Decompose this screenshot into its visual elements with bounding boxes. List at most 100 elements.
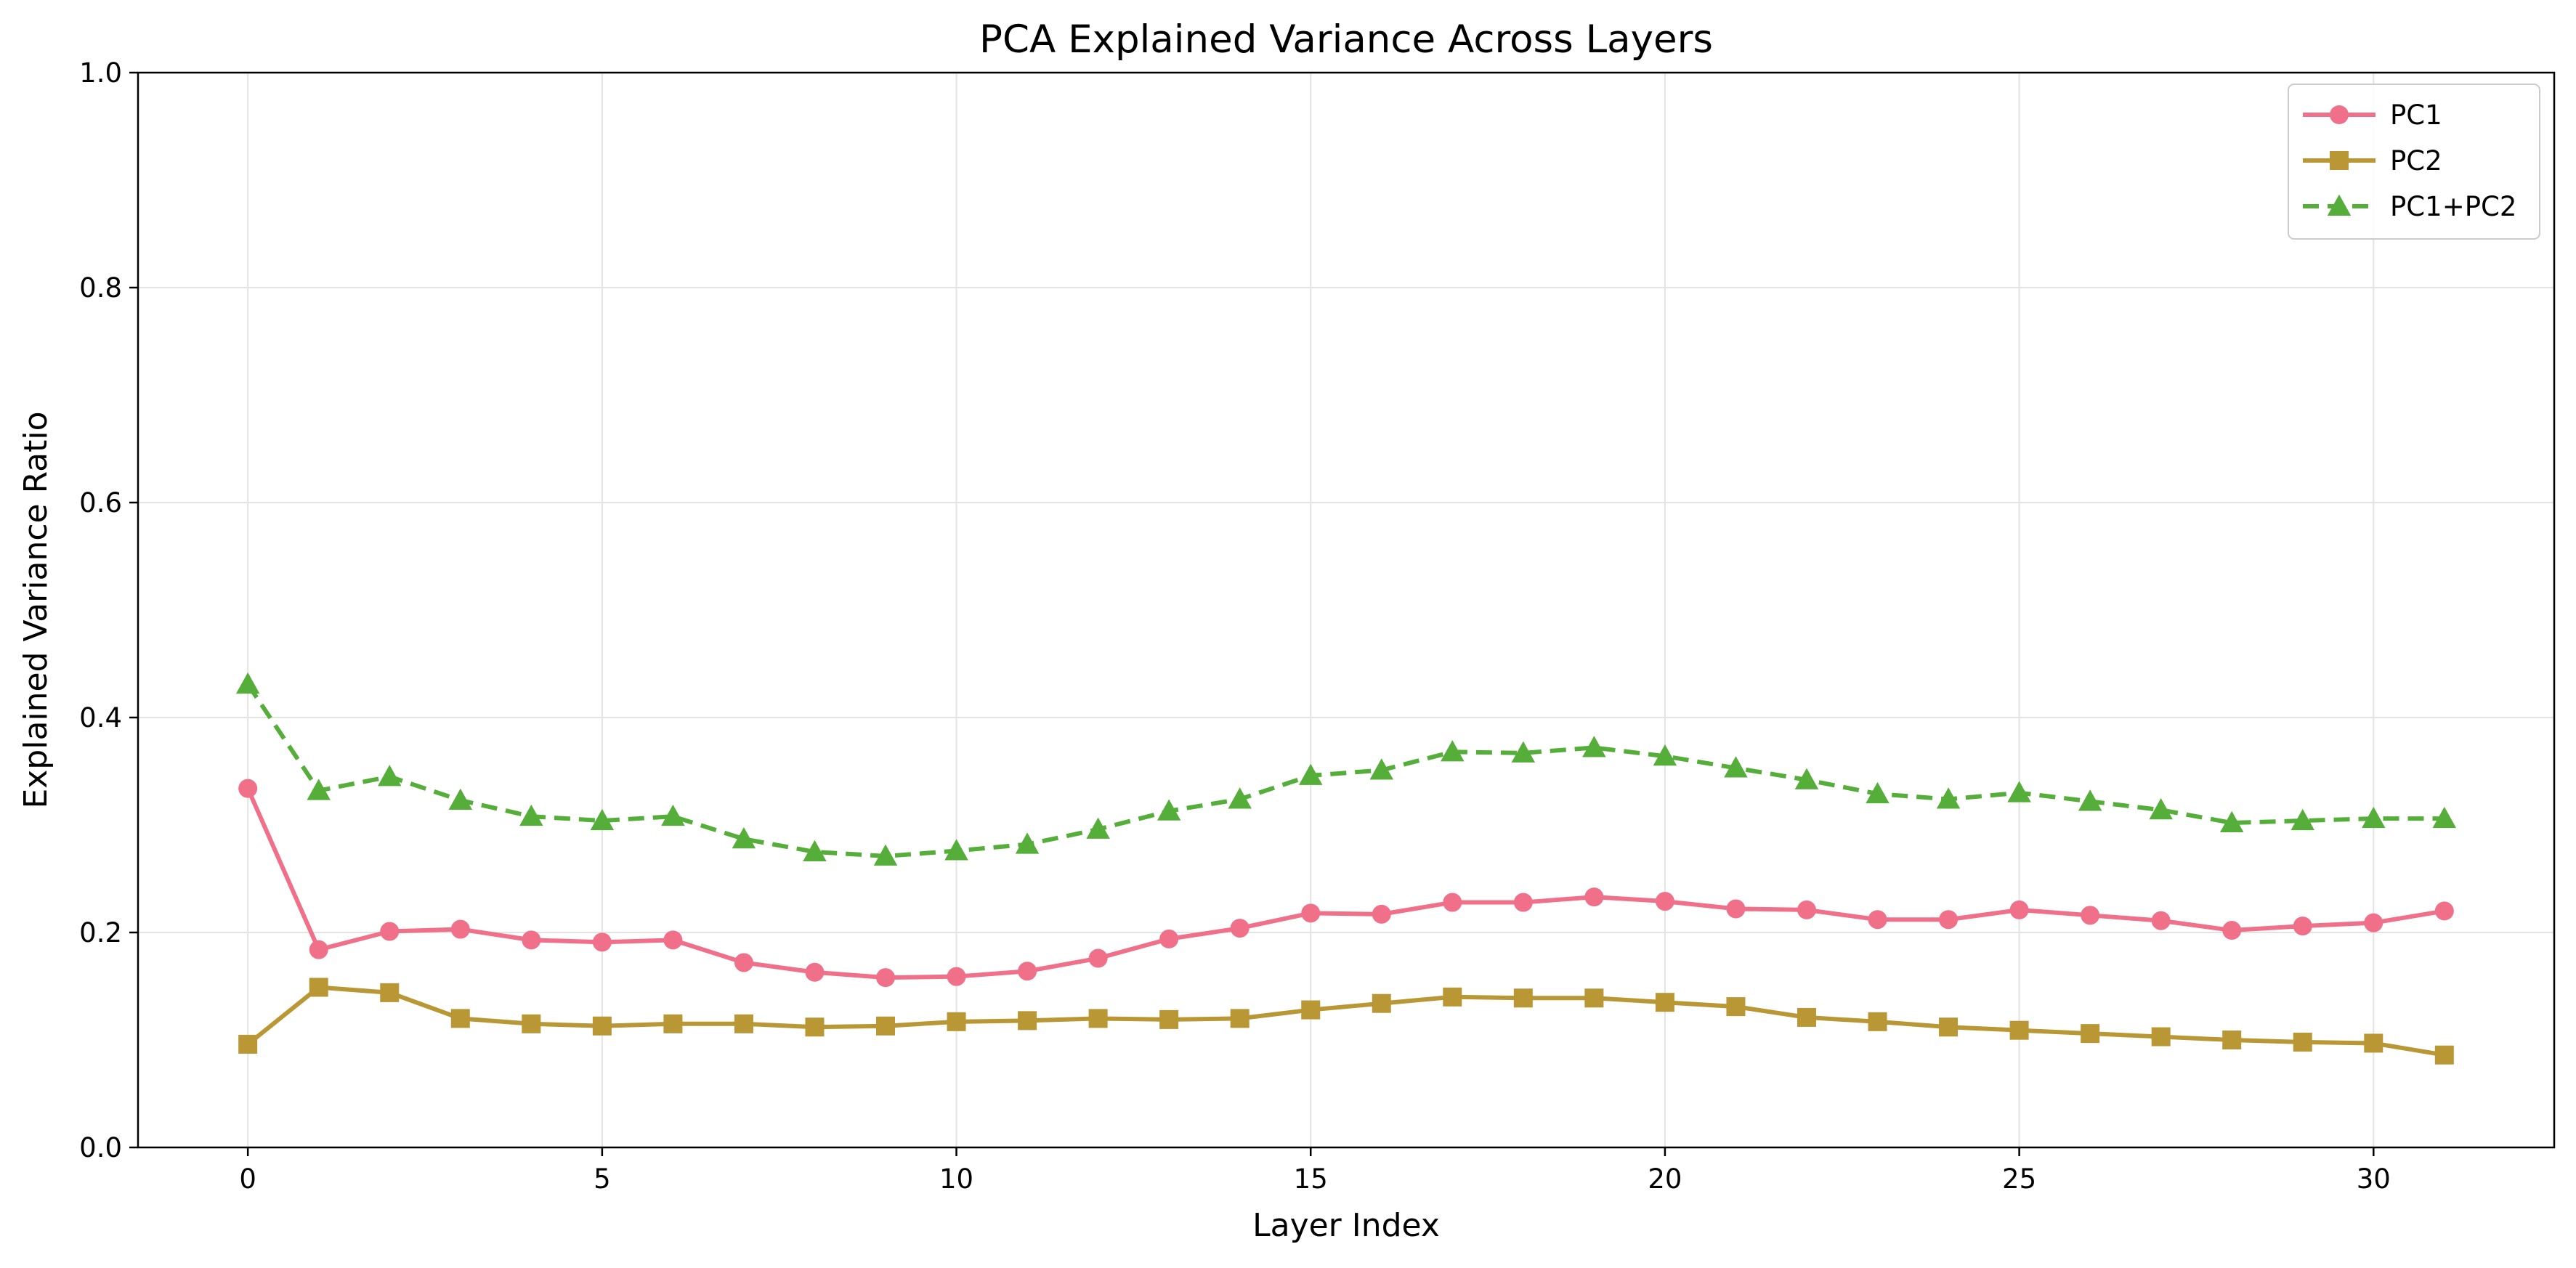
data-point-pc1 [592, 932, 612, 952]
data-point-pc1 [522, 930, 541, 950]
data-point-pc1-pc2 [1794, 768, 1819, 789]
y-axis-label: Explained Variance Ratio [17, 411, 54, 808]
data-point-pc1 [2222, 921, 2242, 940]
data-point-pc2 [876, 1016, 896, 1036]
y-tick-label: 0.4 [79, 702, 122, 733]
data-point-pc1 [1868, 910, 1887, 930]
data-point-pc1 [1018, 962, 1037, 981]
legend-box [2288, 84, 2540, 240]
data-point-pc1-pc2 [1298, 763, 1323, 785]
data-point-pc1 [1230, 919, 1249, 938]
data-point-pc2 [2009, 1020, 2029, 1040]
data-point-pc1 [663, 930, 683, 950]
data-point-pc2 [1301, 1000, 1321, 1020]
data-point-pc1 [805, 962, 825, 982]
x-tick-label: 20 [1648, 1163, 1682, 1195]
data-point-pc2 [238, 1034, 258, 1054]
data-point-pc2 [1584, 988, 1604, 1008]
chart-title: PCA Explained Variance Across Layers [979, 17, 1713, 62]
data-point-pc1 [380, 922, 400, 941]
data-point-pc1-pc2 [1086, 817, 1110, 839]
x-tick-label: 0 [239, 1163, 256, 1195]
data-point-pc2 [1230, 1009, 1249, 1028]
plot-frame [137, 71, 2556, 1149]
data-point-pc1-pc2 [873, 844, 898, 866]
data-point-pc1 [1159, 929, 1179, 948]
legend-marker [2330, 151, 2349, 170]
data-point-pc1 [309, 940, 328, 959]
x-tick-label: 30 [2357, 1163, 2391, 1195]
data-point-pc1 [1584, 887, 1604, 907]
data-point-pc1-pc2 [2432, 806, 2457, 829]
data-point-pc2 [734, 1014, 753, 1033]
data-point-pc1 [2009, 900, 2029, 919]
data-point-pc2 [663, 1014, 683, 1033]
data-point-pc2 [1726, 997, 1746, 1017]
legend-label: PC2 [2390, 145, 2442, 176]
data-point-pc1 [238, 779, 258, 798]
data-point-pc1-pc2 [1724, 756, 1748, 778]
data-point-pc1-pc2 [1653, 744, 1677, 766]
legend-entry-pc1: PC1 [2303, 99, 2442, 131]
data-point-pc2 [1372, 993, 1391, 1013]
series-line-pc1 [246, 786, 2447, 980]
data-point-pc1-pc2 [1866, 781, 1890, 804]
data-point-pc1-pc2 [1228, 787, 1252, 809]
data-point-pc1-pc2 [307, 779, 331, 800]
series-pc1 [238, 779, 2454, 988]
data-point-pc2 [947, 1012, 966, 1031]
data-point-pc1-pc2 [1582, 736, 1606, 757]
data-point-pc1 [2081, 906, 2100, 925]
y-tick-label: 0.8 [79, 272, 122, 304]
series-layer [235, 672, 2457, 1065]
data-point-pc2 [2081, 1024, 2100, 1044]
data-point-pc1-pc2 [1936, 787, 1961, 809]
data-point-pc2 [2222, 1031, 2242, 1049]
data-point-pc1 [1513, 893, 1533, 912]
data-point-pc1-pc2 [1441, 740, 1465, 762]
data-point-pc2 [450, 1009, 470, 1028]
data-point-pc2 [592, 1016, 612, 1036]
legend-label: PC1+PC2 [2390, 191, 2516, 222]
data-point-pc1-pc2 [2291, 808, 2314, 831]
data-point-pc1-pc2 [2078, 789, 2102, 811]
data-point-pc1-pc2 [590, 808, 615, 831]
series-line-pc1-pc2 [246, 683, 2445, 858]
data-point-pc1-pc2 [661, 804, 685, 826]
legend-entry-pc2: PC2 [2303, 145, 2442, 176]
ticks: 0 5 10 15 20 25 30 0.0 0.2 0.4 0.6 0.8 1.0 [79, 57, 2391, 1195]
data-point-pc2 [1159, 1009, 1179, 1029]
x-tick-label: 15 [1294, 1163, 1328, 1195]
data-point-pc1 [1797, 900, 1816, 919]
data-point-pc2 [1797, 1007, 1816, 1027]
data-point-pc2 [2151, 1027, 2171, 1046]
series-line-pc2 [246, 985, 2447, 1057]
data-point-pc1 [734, 953, 753, 972]
data-point-pc2 [1443, 987, 1462, 1007]
y-tick-label: 0.0 [79, 1132, 122, 1163]
data-point-pc1-pc2 [2149, 798, 2173, 820]
legend: PC1 PC2 PC1+PC2 [2288, 84, 2540, 240]
data-point-pc1 [2293, 917, 2312, 936]
data-point-pc1 [450, 919, 470, 939]
data-point-pc1 [1939, 910, 1959, 930]
data-point-pc1 [1088, 948, 1108, 968]
data-point-pc1 [2434, 901, 2454, 921]
data-point-pc2 [2293, 1032, 2312, 1052]
data-point-pc1 [2151, 911, 2171, 930]
data-point-pc1-pc2 [448, 788, 473, 810]
data-point-pc1 [947, 967, 966, 986]
data-point-pc2 [2434, 1045, 2454, 1065]
data-point-pc1-pc2 [1511, 741, 1536, 763]
data-point-pc1 [1301, 903, 1321, 923]
series-pc2 [238, 978, 2454, 1065]
data-point-pc2 [380, 983, 400, 1002]
data-point-pc2 [1655, 993, 1674, 1012]
series-pc1-pc2 [235, 672, 2457, 866]
data-point-pc2 [1088, 1009, 1108, 1028]
data-point-pc1 [1726, 899, 1746, 919]
y-tick-label: 0.2 [79, 917, 122, 948]
data-point-pc1-pc2 [732, 826, 756, 849]
